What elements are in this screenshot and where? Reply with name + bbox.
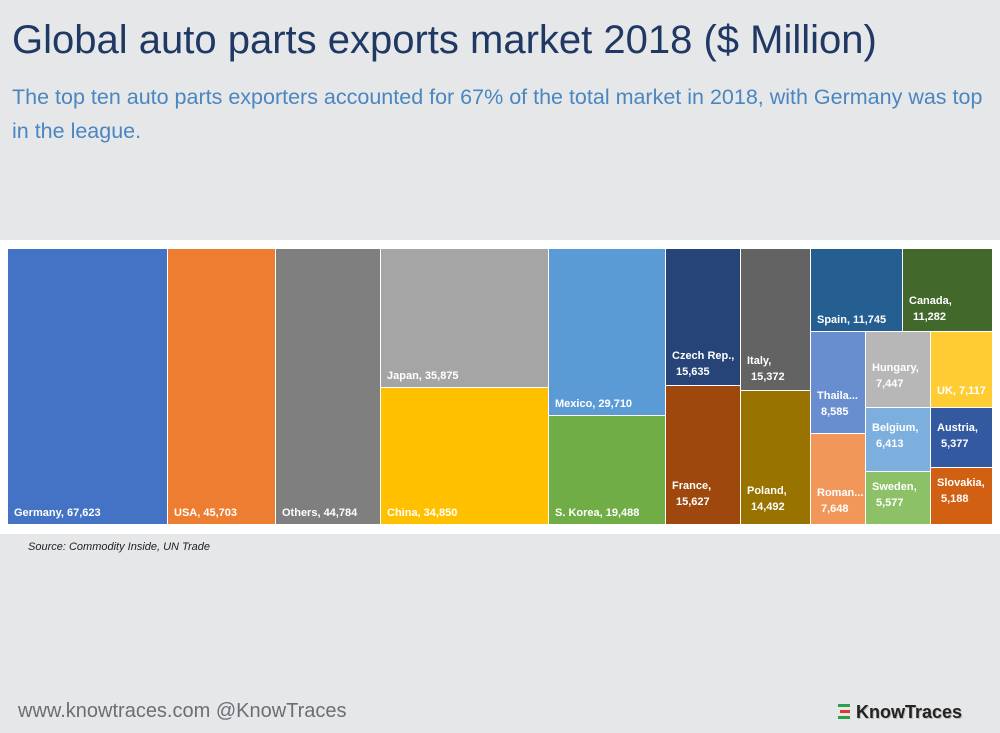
- treemap-cell-hungary: [866, 332, 930, 407]
- treemap-cell-others: [276, 249, 380, 524]
- treemap-cell-austria: [931, 408, 992, 467]
- treemap-label-belgium: Belgium, 6,413: [872, 422, 918, 450]
- treemap-cell-germany: [8, 249, 167, 524]
- treemap-label-hungary: Hungary, 7,447: [872, 362, 919, 390]
- treemap-cell-canada: [903, 249, 992, 331]
- treemap-cell-mexico: [549, 249, 665, 415]
- treemap-label-others: Others, 44,784: [282, 507, 358, 519]
- treemap-cell-sweden: [866, 472, 930, 524]
- treemap-label-uk: UK, 7,117: [937, 385, 986, 397]
- treemap-label-canada: Canada, 11,282: [909, 295, 952, 323]
- treemap-label-thaila: Thaila... 8,585: [817, 390, 858, 418]
- page-title: Global auto parts exports market 2018 ($…: [12, 18, 877, 62]
- logo-text: KnowTraces: [856, 701, 963, 722]
- treemap-label-japan: Japan, 35,875: [387, 370, 459, 382]
- treemap-label-china: China, 34,850: [387, 507, 457, 519]
- knowtraces-logo: KnowTraces: [838, 700, 962, 724]
- treemap-chart: Germany, 67,623 USA, 45,703 Others, 44,784…: [8, 249, 992, 524]
- treemap-label-italy: Italy, 15,372: [747, 355, 785, 383]
- logo-mark-icon: [838, 704, 850, 719]
- treemap-cell-italy: [741, 249, 810, 390]
- treemap-label-poland: Poland, 14,492: [747, 485, 787, 513]
- treemap-label-mexico: Mexico, 29,710: [555, 398, 632, 410]
- chart-card: Germany, 67,623 USA, 45,703 Others, 44,784…: [0, 240, 1000, 534]
- treemap-label-france: France, 15,627: [672, 480, 711, 508]
- treemap-cell-s-korea: [549, 416, 665, 524]
- treemap-cell-poland: [741, 391, 810, 524]
- treemap-label-slovakia: Slovakia, 5,188: [937, 477, 985, 505]
- footer-url-handle[interactable]: www.knowtraces.com @KnowTraces: [18, 700, 347, 722]
- treemap-cell-usa: [168, 249, 275, 524]
- treemap-label-germany: Germany, 67,623: [14, 507, 101, 519]
- treemap-label-czech-rep: Czech Rep., 15,635: [672, 350, 734, 378]
- treemap-label-spain: Spain, 11,745: [817, 314, 886, 326]
- treemap-cell-belgium: [866, 408, 930, 471]
- treemap-cell-czech-rep: [666, 249, 740, 385]
- treemap-cell-china: [381, 388, 548, 524]
- treemap-cell-thaila: [811, 332, 865, 433]
- source-note: Source: Commodity Inside, UN Trade: [28, 541, 210, 553]
- treemap-cell-roman: [811, 434, 865, 524]
- treemap-cell-slovakia: [931, 468, 992, 524]
- treemap-label-usa: USA, 45,703: [174, 507, 237, 519]
- treemap-cell-japan: [381, 249, 548, 387]
- page-subtitle: The top ten auto parts exporters account…: [12, 85, 983, 143]
- treemap-cell-spain: [811, 249, 902, 331]
- treemap-cell-uk: [931, 332, 992, 407]
- treemap-label-austria: Austria, 5,377: [937, 422, 978, 450]
- treemap-label-roman: Roman... 7,648: [817, 487, 863, 515]
- treemap-label-s-korea: S. Korea, 19,488: [555, 507, 639, 519]
- treemap-label-sweden: Sweden, 5,577: [872, 481, 917, 509]
- treemap-cell-france: [666, 386, 740, 524]
